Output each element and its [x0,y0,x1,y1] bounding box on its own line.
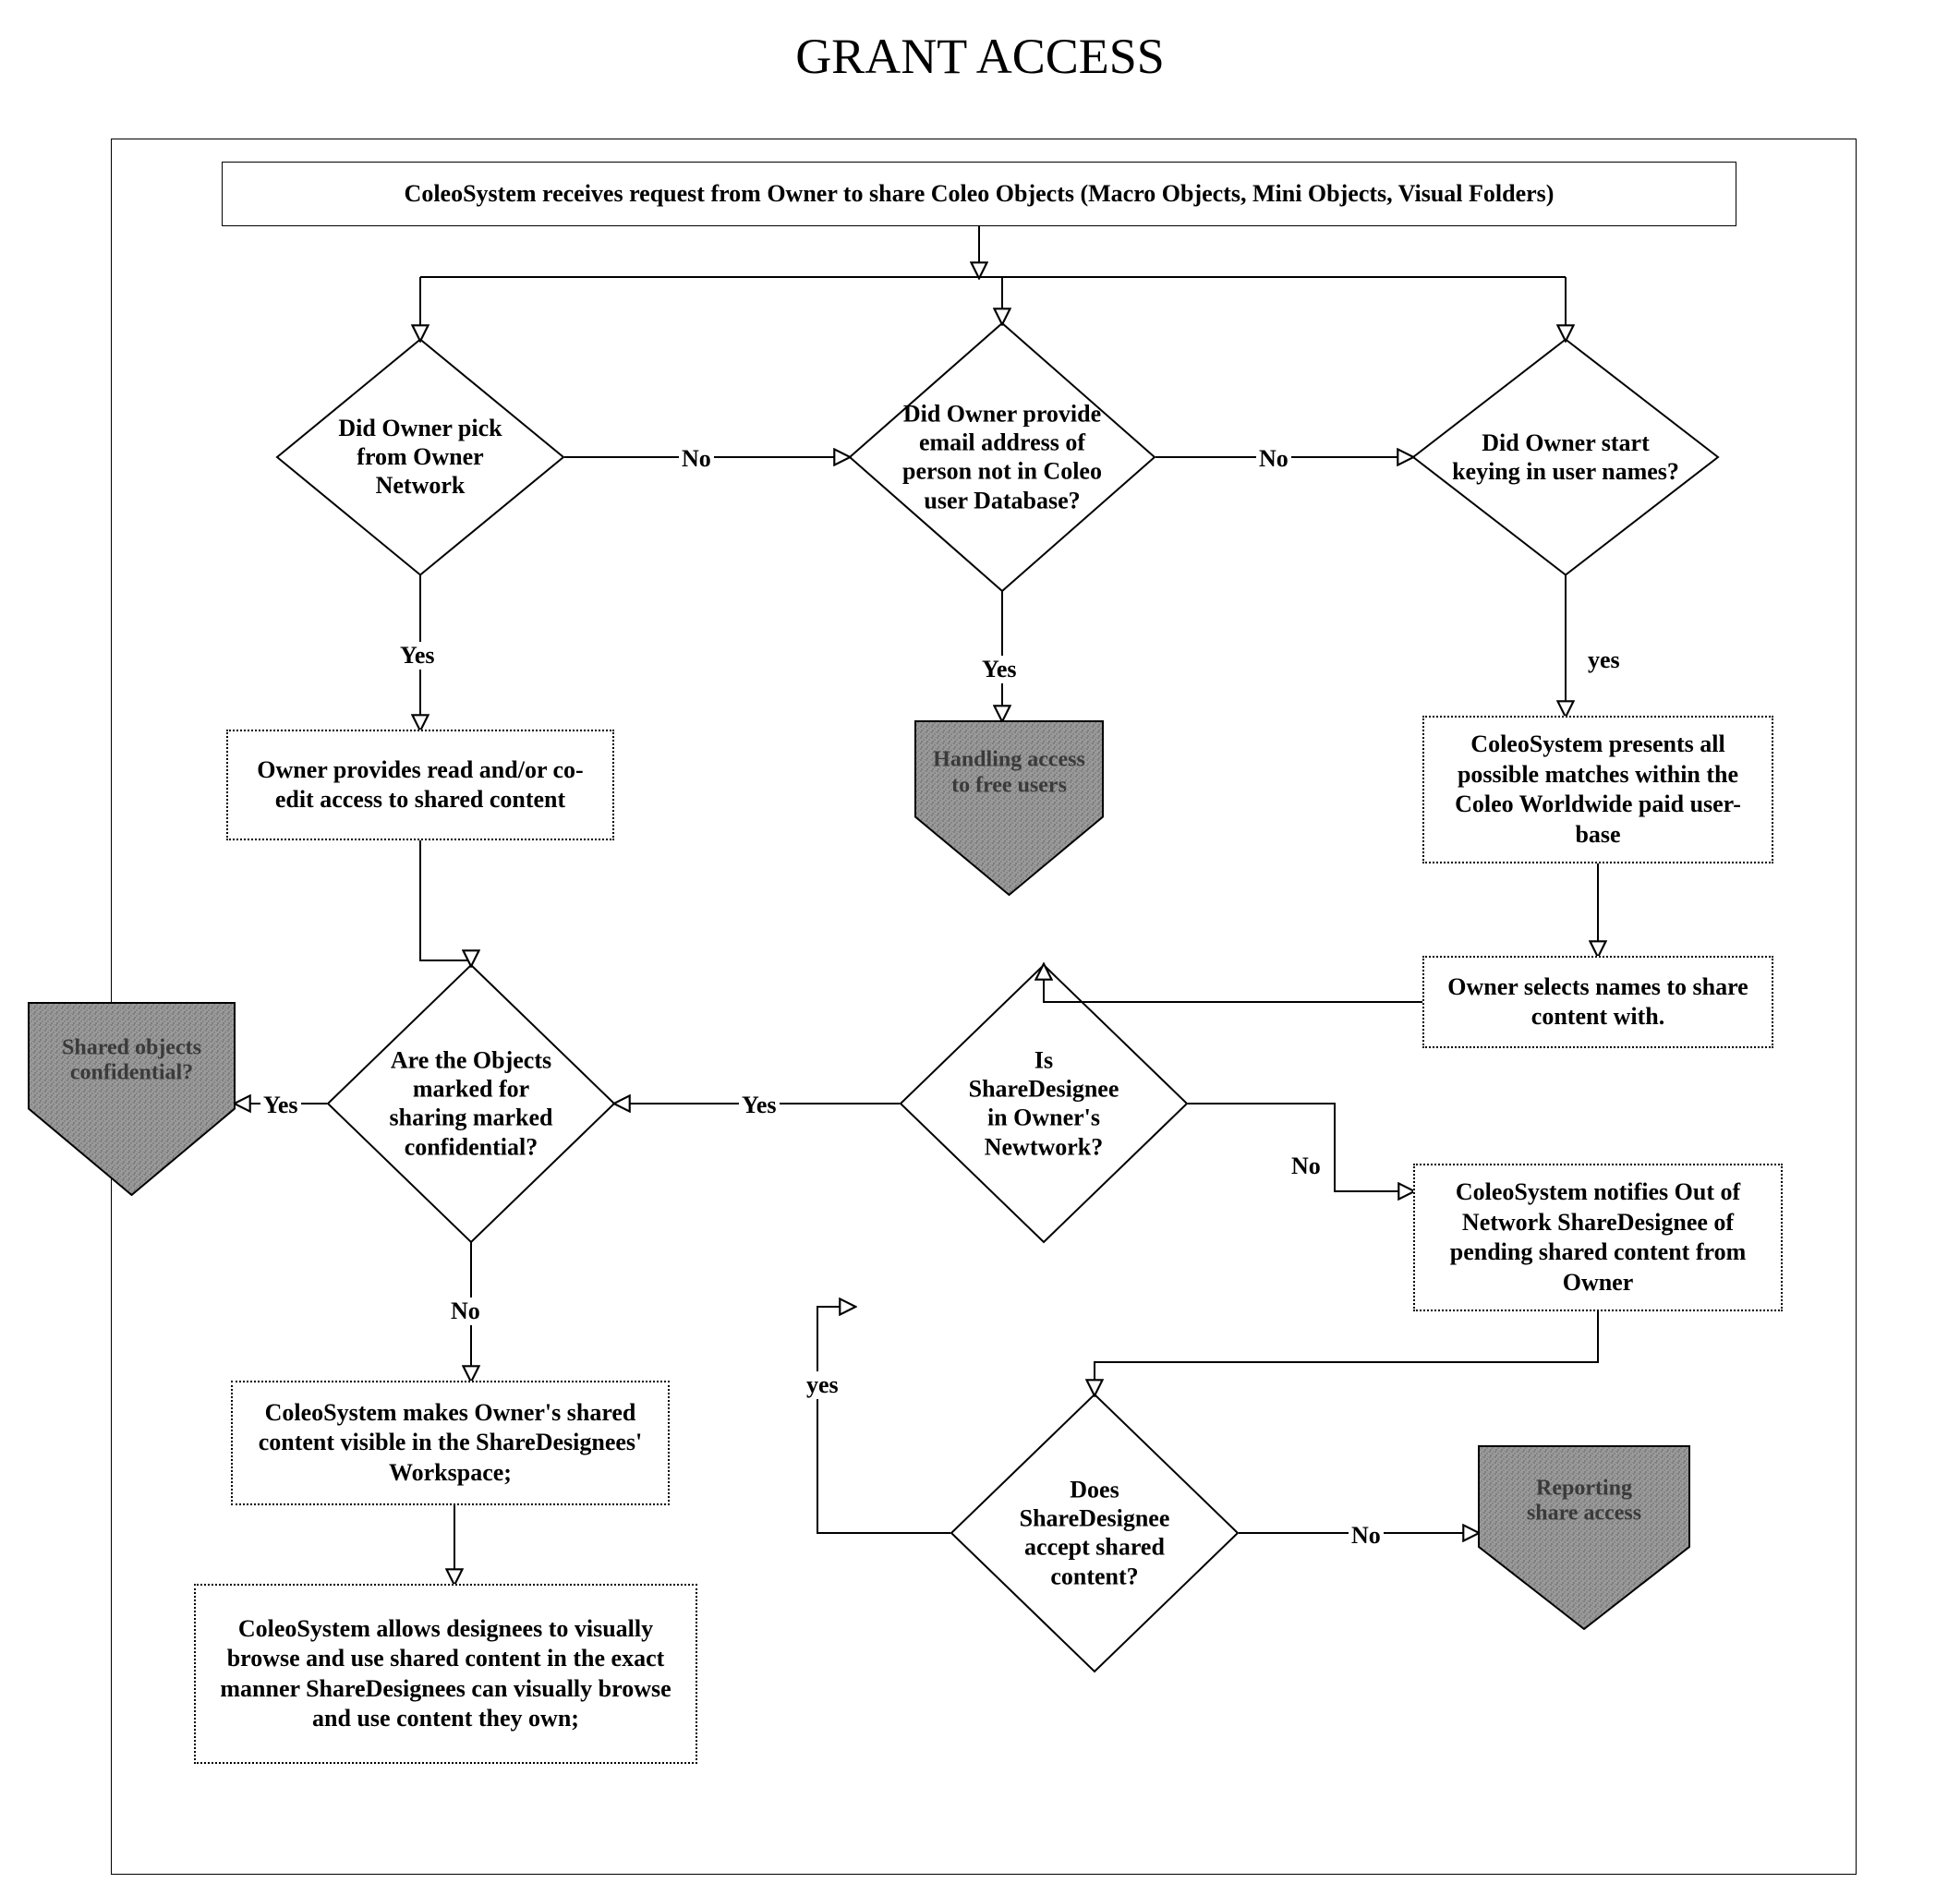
edge-label-14: Yes [739,1092,780,1119]
edge-label-6: No [1256,445,1291,473]
process-p_access: Owner provides read and/or co-edit acces… [226,730,614,840]
process-p_browse: ColeoSystem allows designees to visually… [194,1584,697,1764]
edge-label-20: No [1349,1522,1384,1550]
edge-label-5: No [679,445,714,473]
edge-label-15: No [448,1298,483,1325]
process-start: ColeoSystem receives request from Owner … [222,162,1736,226]
edge-label-16: No [1289,1153,1324,1180]
offpage-off_handling: Handling accessto free users [914,720,1104,896]
process-p_matches: ColeoSystem presents all possible matche… [1422,716,1773,863]
process-p_notifies: ColeoSystem notifies Out of Network Shar… [1413,1164,1783,1311]
edge-label-13: Yes [260,1092,301,1119]
offpage-off_reporting: Reportingshare access [1478,1445,1690,1630]
edge-label-8: Yes [979,656,1020,683]
process-p_selects: Owner selects names to share content wit… [1422,956,1773,1048]
edge-label-9: yes [1585,646,1623,674]
offpage-off_confidential: Shared objectsconfidential? [28,1002,236,1196]
edge-label-7: Yes [397,642,438,670]
page-title: GRANT ACCESS [0,28,1960,85]
process-p_visible: ColeoSystem makes Owner's shared content… [231,1381,670,1505]
edge-label-19: yes [804,1371,841,1399]
